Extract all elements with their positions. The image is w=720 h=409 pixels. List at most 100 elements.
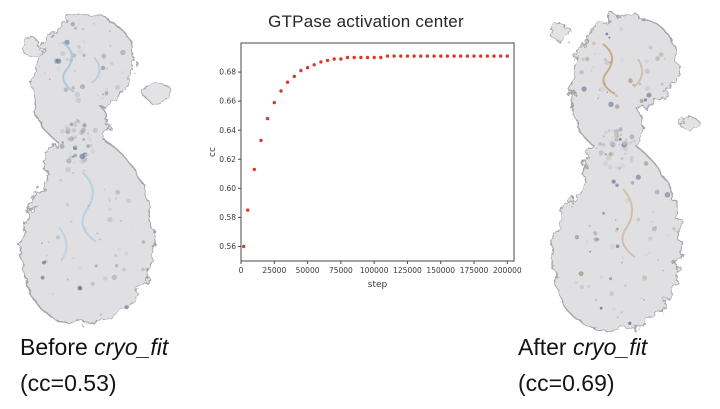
density-speckle xyxy=(592,66,594,68)
density-speckle xyxy=(72,172,75,175)
density-speckle xyxy=(579,70,584,75)
density-speckle xyxy=(75,121,77,124)
density-speckle xyxy=(102,55,106,59)
density-speckle xyxy=(70,136,75,141)
density-speckle xyxy=(61,141,64,144)
caption-before-prefix: Before xyxy=(20,334,95,360)
caption-before-cc: (cc=0.53) xyxy=(20,369,117,396)
density-speckle xyxy=(643,161,649,166)
density-speckle xyxy=(86,144,91,149)
density-speckle xyxy=(639,99,644,103)
density-speckle xyxy=(74,91,81,98)
density-speckle xyxy=(648,236,653,241)
density-speckle xyxy=(71,128,77,133)
density-speckle xyxy=(620,127,624,130)
density-speckle xyxy=(609,277,613,281)
density-speckle xyxy=(47,240,50,244)
data-point xyxy=(265,116,270,121)
density-surface xyxy=(19,14,172,325)
density-speckle xyxy=(65,57,69,62)
density-speckle xyxy=(55,235,60,240)
data-point xyxy=(432,54,436,58)
density-speckle xyxy=(650,220,654,224)
density-speckle xyxy=(73,161,76,164)
density-satellite-blob xyxy=(548,23,572,41)
density-speckle xyxy=(599,53,601,56)
density-speckle xyxy=(615,94,618,97)
density-speckle xyxy=(655,56,661,61)
data-point xyxy=(419,54,423,58)
density-speckle xyxy=(605,32,609,36)
x-tick-label: 50000 xyxy=(296,266,320,275)
density-speckle xyxy=(66,158,72,164)
data-point xyxy=(299,68,303,73)
data-point xyxy=(499,54,503,58)
data-point xyxy=(339,57,343,61)
density-speckle xyxy=(98,238,102,241)
y-tick-label: 0.60 xyxy=(219,184,236,193)
density-speckle xyxy=(82,53,86,57)
density-speckle xyxy=(103,27,106,30)
density-speckle xyxy=(44,71,46,74)
data-point xyxy=(352,55,356,60)
density-speckle xyxy=(82,39,87,44)
ribbon-strands xyxy=(58,41,101,262)
density-speckle xyxy=(69,220,73,224)
density-speckle xyxy=(107,217,113,223)
density-satellite-blob xyxy=(142,81,172,103)
density-speckle xyxy=(38,65,41,68)
density-speckle xyxy=(72,145,78,150)
density-speckle xyxy=(60,50,66,57)
y-tick-label: 0.56 xyxy=(219,242,236,251)
caption-after-program: cryo_fit xyxy=(572,334,648,360)
density-speckle xyxy=(593,52,597,56)
density-speckle xyxy=(580,285,584,290)
x-tick-label: 75000 xyxy=(329,266,353,275)
density-speckle xyxy=(621,256,624,259)
density-map-after xyxy=(528,4,718,341)
density-speckle xyxy=(597,95,601,98)
density-speckle xyxy=(586,240,588,243)
density-speckle xyxy=(87,135,92,140)
density-speckle xyxy=(578,271,584,277)
density-speckle xyxy=(611,129,613,132)
density-speckle xyxy=(598,88,601,91)
density-speckle xyxy=(616,227,619,230)
density-speckle xyxy=(598,153,601,155)
density-speckle xyxy=(46,254,48,257)
density-speckle xyxy=(624,284,627,288)
density-speckle xyxy=(618,127,623,132)
density-speckle xyxy=(71,53,77,58)
density-satellite-blob xyxy=(680,116,700,132)
density-speckle xyxy=(78,158,82,162)
data-point xyxy=(505,54,509,58)
data-point xyxy=(285,80,290,84)
density-speckle xyxy=(581,86,587,92)
density-speckle xyxy=(81,27,85,31)
density-speckle xyxy=(616,316,619,319)
density-texture xyxy=(38,22,150,317)
density-speckle xyxy=(115,189,121,195)
density-speckle xyxy=(141,267,145,272)
density-speckle xyxy=(574,235,580,240)
density-speckle xyxy=(604,60,610,66)
density-speckle xyxy=(122,267,126,272)
density-speckle xyxy=(609,291,615,297)
density-speckle xyxy=(644,59,649,64)
density-speckle xyxy=(660,82,664,86)
density-speckle xyxy=(96,232,99,235)
density-speckle xyxy=(594,298,598,302)
density-surface xyxy=(548,14,700,332)
ribbon-strand xyxy=(91,56,101,84)
density-speckle xyxy=(604,153,607,156)
density-speckle xyxy=(38,75,41,78)
density-speckle xyxy=(672,226,676,231)
density-speckle xyxy=(77,265,83,271)
data-point xyxy=(392,54,396,58)
data-point xyxy=(379,55,383,60)
density-speckle xyxy=(107,197,111,200)
density-speckle xyxy=(73,135,78,139)
density-speckle xyxy=(610,141,616,148)
density-speckle xyxy=(608,36,611,39)
density-speckle xyxy=(103,188,106,191)
